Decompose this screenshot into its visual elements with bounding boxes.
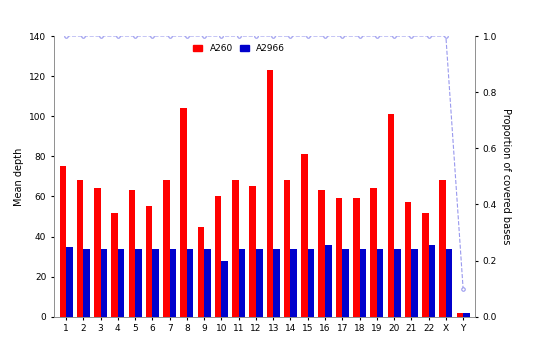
Bar <box>221 261 228 317</box>
Bar <box>239 249 245 317</box>
Bar <box>301 154 308 317</box>
Bar <box>204 249 211 317</box>
Bar <box>308 249 314 317</box>
Bar <box>440 180 446 317</box>
Bar <box>100 249 107 317</box>
Bar <box>187 249 193 317</box>
Bar <box>325 244 332 317</box>
Bar <box>180 108 187 317</box>
Bar <box>336 198 342 317</box>
Bar <box>83 249 90 317</box>
Bar <box>256 249 262 317</box>
Bar <box>353 198 360 317</box>
Bar <box>111 212 118 317</box>
Bar <box>163 180 170 317</box>
Bar <box>198 226 204 317</box>
Bar <box>273 249 280 317</box>
Bar <box>152 249 159 317</box>
Y-axis label: Mean depth: Mean depth <box>14 147 24 206</box>
Bar <box>319 190 325 317</box>
Bar <box>291 249 297 317</box>
Bar <box>377 249 383 317</box>
Bar <box>232 180 239 317</box>
Legend: A260, A2966: A260, A2966 <box>190 41 289 57</box>
Bar <box>411 249 418 317</box>
Bar <box>135 249 141 317</box>
Bar <box>170 249 176 317</box>
Bar <box>370 188 377 317</box>
Bar <box>446 249 453 317</box>
Bar <box>77 180 83 317</box>
Bar <box>394 249 401 317</box>
Bar <box>267 70 273 317</box>
Bar <box>429 244 435 317</box>
Bar <box>456 313 463 317</box>
Bar <box>146 207 152 317</box>
Bar <box>284 180 291 317</box>
Bar <box>94 188 100 317</box>
Bar <box>405 202 411 317</box>
Bar <box>66 247 73 317</box>
Bar <box>388 114 394 317</box>
Bar <box>360 249 366 317</box>
Bar <box>118 249 124 317</box>
Bar <box>129 190 135 317</box>
Bar <box>249 186 256 317</box>
Bar <box>422 212 429 317</box>
Y-axis label: Proportion of covered bases: Proportion of covered bases <box>501 108 511 244</box>
Bar <box>463 313 470 317</box>
Bar <box>215 197 221 317</box>
Bar <box>342 249 349 317</box>
Bar <box>59 166 66 317</box>
